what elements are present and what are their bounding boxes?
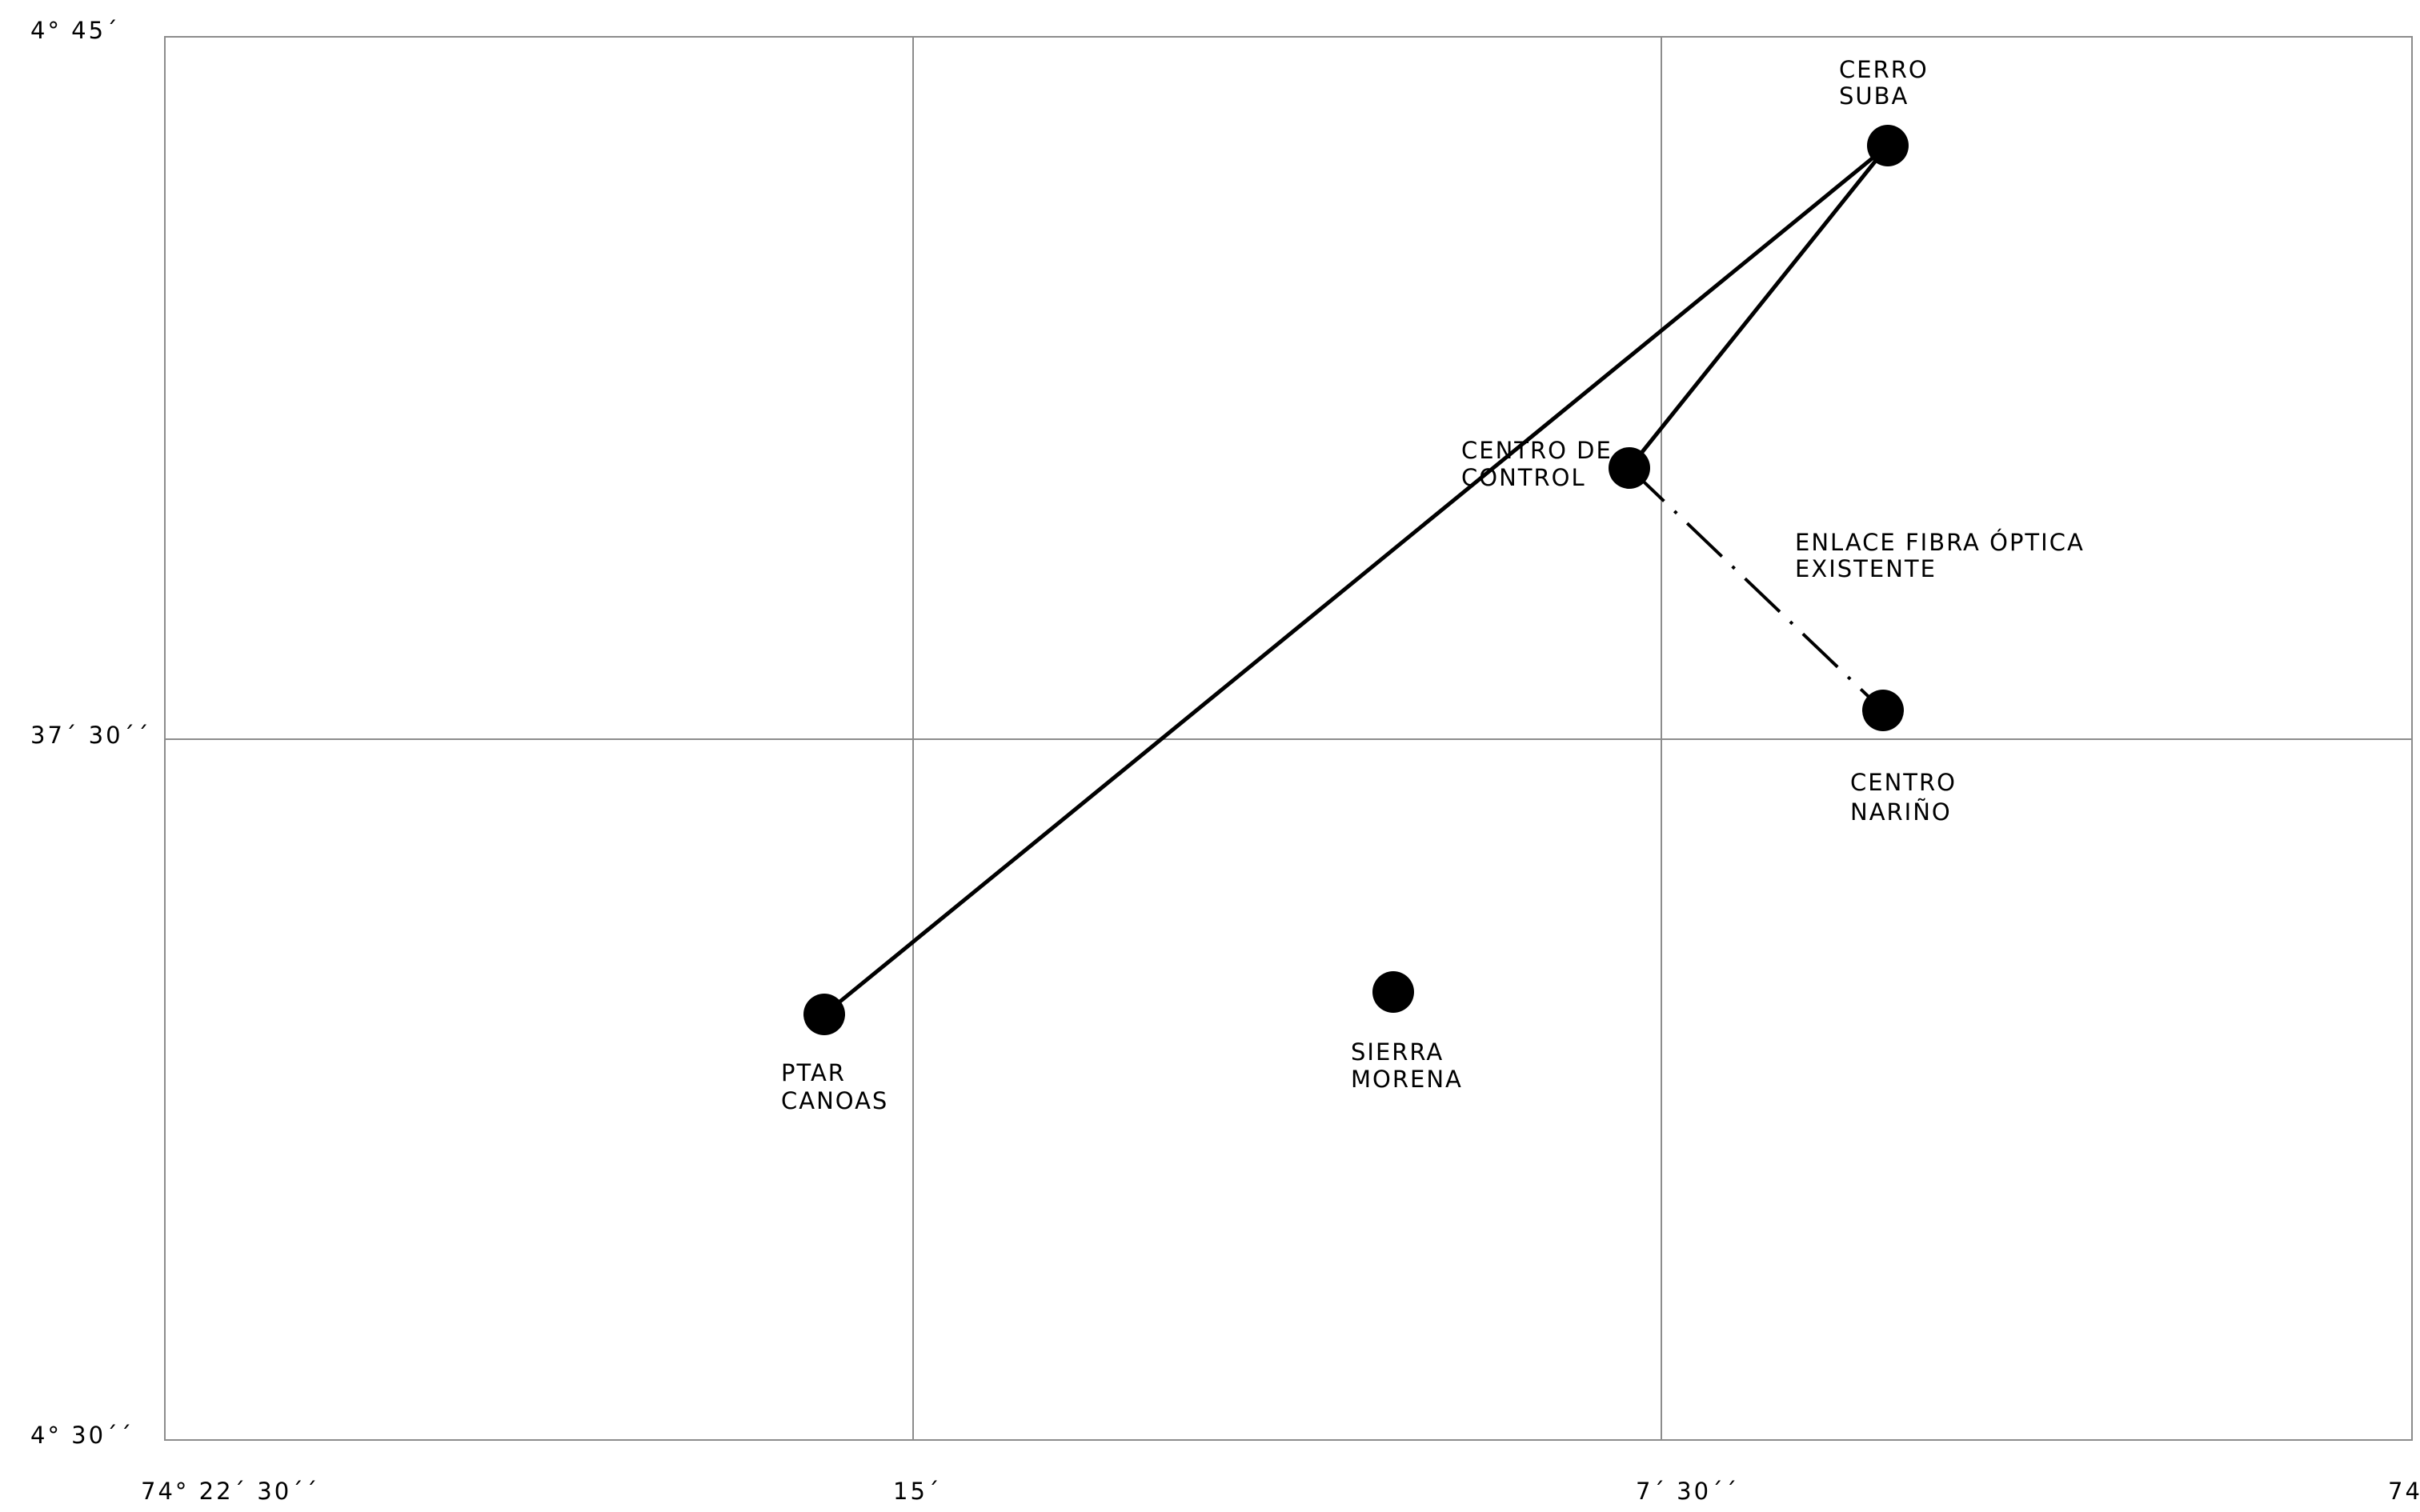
station-label-sierra-morena-line2: MORENA [1351, 1066, 1463, 1093]
station-label-cerro-suba-line1: CERRO [1839, 56, 1929, 83]
station-label-centro-control: CENTRO DE CONTROL [1461, 437, 1621, 491]
station-label-centro-narino: CENTRO NARIÑO [1850, 769, 1965, 826]
station-marker-cerro-suba[interactable] [1867, 125, 1909, 166]
station-markers [803, 125, 1909, 1035]
lon-tick-label-15: 15´ [893, 1478, 941, 1505]
lat-tick-label-top: 4° 45´ [30, 17, 120, 44]
station-marker-centro-control[interactable] [1609, 447, 1650, 489]
station-label-centro-narino-line2: NARIÑO [1850, 798, 1952, 826]
fiber-link-annotation-line2: EXISTENTE [1795, 555, 1937, 582]
station-label-ptar-canoas-line2: CANOAS [781, 1087, 888, 1114]
lat-tick-label-bottom: 4° 30´´ [30, 1422, 134, 1449]
lon-tick-label-left: 74° 22´ 30´´ [141, 1478, 319, 1505]
station-label-sierra-morena: SIERRA MORENA [1351, 1038, 1463, 1093]
link-centro-control-to-cerro-suba [1627, 143, 1890, 470]
link-ptar-canoas-to-cerro-suba [822, 143, 1890, 1017]
lat-tick-label-mid: 37´ 30´´ [30, 722, 151, 749]
station-marker-centro-narino[interactable] [1862, 690, 1904, 731]
fiber-link-annotation: ENLACE FIBRA ÓPTICA EXISTENTE [1795, 529, 2093, 582]
link-layer [822, 143, 1890, 1017]
station-label-centro-narino-line1: CENTRO [1850, 769, 1957, 796]
station-label-cerro-suba-line2: SUBA [1839, 82, 1909, 110]
station-label-ptar-canoas: PTAR CANOAS [781, 1059, 888, 1114]
station-label-cerro-suba: CERRO SUBA [1839, 56, 1937, 110]
station-label-centro-control-line2: CONTROL [1461, 464, 1586, 491]
link-centro-control-to-centro-narino-dashdot [1628, 466, 1885, 712]
map-grid [164, 36, 2413, 1441]
station-labels: CERRO SUBA CENTRO DE CONTROL CENTRO NARI… [781, 56, 1965, 1114]
station-label-ptar-canoas-line1: PTAR [781, 1059, 846, 1086]
station-marker-ptar-canoas[interactable] [803, 994, 845, 1035]
station-label-sierra-morena-line1: SIERRA [1351, 1038, 1444, 1066]
fiber-link-annotation-line1: ENLACE FIBRA ÓPTICA [1795, 529, 2085, 556]
station-label-centro-control-line1: CENTRO DE [1461, 437, 1613, 464]
lon-tick-label-7-30: 7´ 30´´ [1636, 1478, 1739, 1505]
station-marker-sierra-morena[interactable] [1372, 971, 1414, 1013]
lon-tick-label-right: 74° [2388, 1478, 2420, 1505]
